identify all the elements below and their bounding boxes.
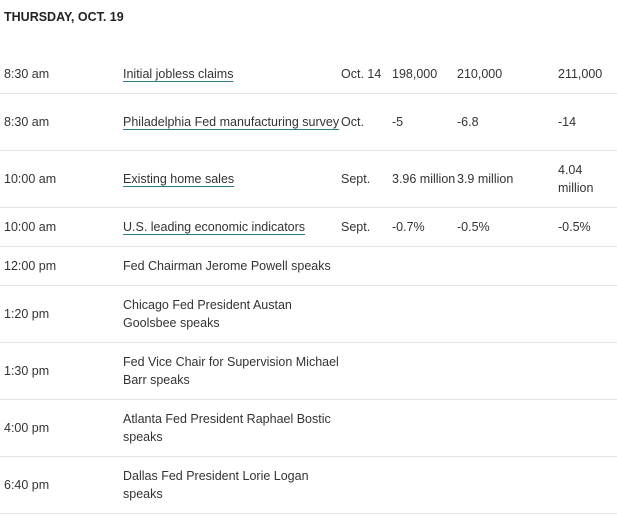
event-time: 4:00 pm — [0, 399, 123, 457]
event-link[interactable]: Philadelphia Fed manufacturing survey — [123, 115, 340, 129]
previous-value: 4.04 million — [558, 150, 617, 208]
forecast-value: 210,000 — [457, 55, 558, 94]
forecast-value — [457, 285, 558, 343]
event-time: 1:20 pm — [0, 285, 123, 343]
event-name: Atlanta Fed President Raphael Bostic spe… — [123, 399, 341, 457]
actual-value — [392, 285, 457, 343]
forecast-value — [457, 399, 558, 457]
event-name: Fed Chairman Jerome Powell speaks — [123, 246, 341, 286]
report-period: Oct. 14 — [341, 55, 392, 94]
forecast-value: 3.9 million — [457, 150, 558, 208]
forecast-value — [457, 456, 558, 514]
event-cell: U.S. leading economic indicators — [123, 207, 341, 247]
actual-value: 198,000 — [392, 55, 457, 94]
event-time: 8:30 am — [0, 55, 123, 94]
table-row: 12:00 pm Fed Chairman Jerome Powell speak… — [0, 246, 617, 286]
event-time: 10:00 am — [0, 150, 123, 208]
event-link[interactable]: U.S. leading economic indicators — [123, 220, 306, 234]
previous-value: -0.5% — [558, 207, 617, 247]
event-time: 10:00 am — [0, 207, 123, 247]
table-row: 6:40 pm Dallas Fed President Lorie Logan … — [0, 456, 617, 514]
table-row: 1:30 pm Fed Vice Chair for Supervision Mi… — [0, 342, 617, 400]
previous-value — [558, 246, 617, 286]
previous-value — [558, 285, 617, 343]
event-time: 12:00 pm — [0, 246, 123, 286]
event-name: Chicago Fed President Austan Goolsbee sp… — [123, 285, 341, 343]
previous-value: -14 — [558, 93, 617, 151]
forecast-value — [457, 342, 558, 400]
event-cell: Initial jobless claims — [123, 55, 341, 94]
report-period — [341, 246, 392, 286]
event-time: 6:40 pm — [0, 456, 123, 514]
report-period — [341, 285, 392, 343]
forecast-value: -0.5% — [457, 207, 558, 247]
table-row: 10:00 am Existing home sales Sept. 3.96 mil… — [0, 150, 617, 208]
report-period: Oct. — [341, 93, 392, 151]
table-row: 8:30 am Philadelphia Fed manufacturing su… — [0, 93, 617, 151]
actual-value — [392, 342, 457, 400]
event-name: Dallas Fed President Lorie Logan speaks — [123, 456, 341, 514]
actual-value — [392, 246, 457, 286]
forecast-value: -6.8 — [457, 93, 558, 151]
table-row: 10:00 am U.S. leading economic indicators… — [0, 207, 617, 247]
previous-value — [558, 456, 617, 514]
economic-calendar-table: 8:30 am Initial jobless claims Oct. 14 198,… — [0, 55, 617, 514]
actual-value — [392, 399, 457, 457]
event-name: Fed Vice Chair for Supervision Michael B… — [123, 342, 341, 400]
table-row: 4:00 pm Atlanta Fed President Raphael Bos… — [0, 399, 617, 457]
forecast-value — [457, 246, 558, 286]
event-cell: Philadelphia Fed manufacturing survey — [123, 93, 341, 151]
report-period: Sept. — [341, 207, 392, 247]
event-link[interactable]: Initial jobless claims — [123, 67, 234, 81]
event-time: 1:30 pm — [0, 342, 123, 400]
event-link[interactable]: Existing home sales — [123, 172, 235, 186]
previous-value: 211,000 — [558, 55, 617, 94]
report-period — [341, 399, 392, 457]
day-header: THURSDAY, OCT. 19 — [4, 10, 124, 24]
previous-value — [558, 342, 617, 400]
actual-value: -5 — [392, 93, 457, 151]
event-time: 8:30 am — [0, 93, 123, 151]
report-period: Sept. — [341, 150, 392, 208]
actual-value — [392, 456, 457, 514]
table-row: 8:30 am Initial jobless claims Oct. 14 198,… — [0, 55, 617, 94]
table-row: 1:20 pm Chicago Fed President Austan Gool… — [0, 285, 617, 343]
report-period — [341, 342, 392, 400]
report-period — [341, 456, 392, 514]
previous-value — [558, 399, 617, 457]
actual-value: -0.7% — [392, 207, 457, 247]
actual-value: 3.96 million — [392, 150, 457, 208]
event-cell: Existing home sales — [123, 150, 341, 208]
